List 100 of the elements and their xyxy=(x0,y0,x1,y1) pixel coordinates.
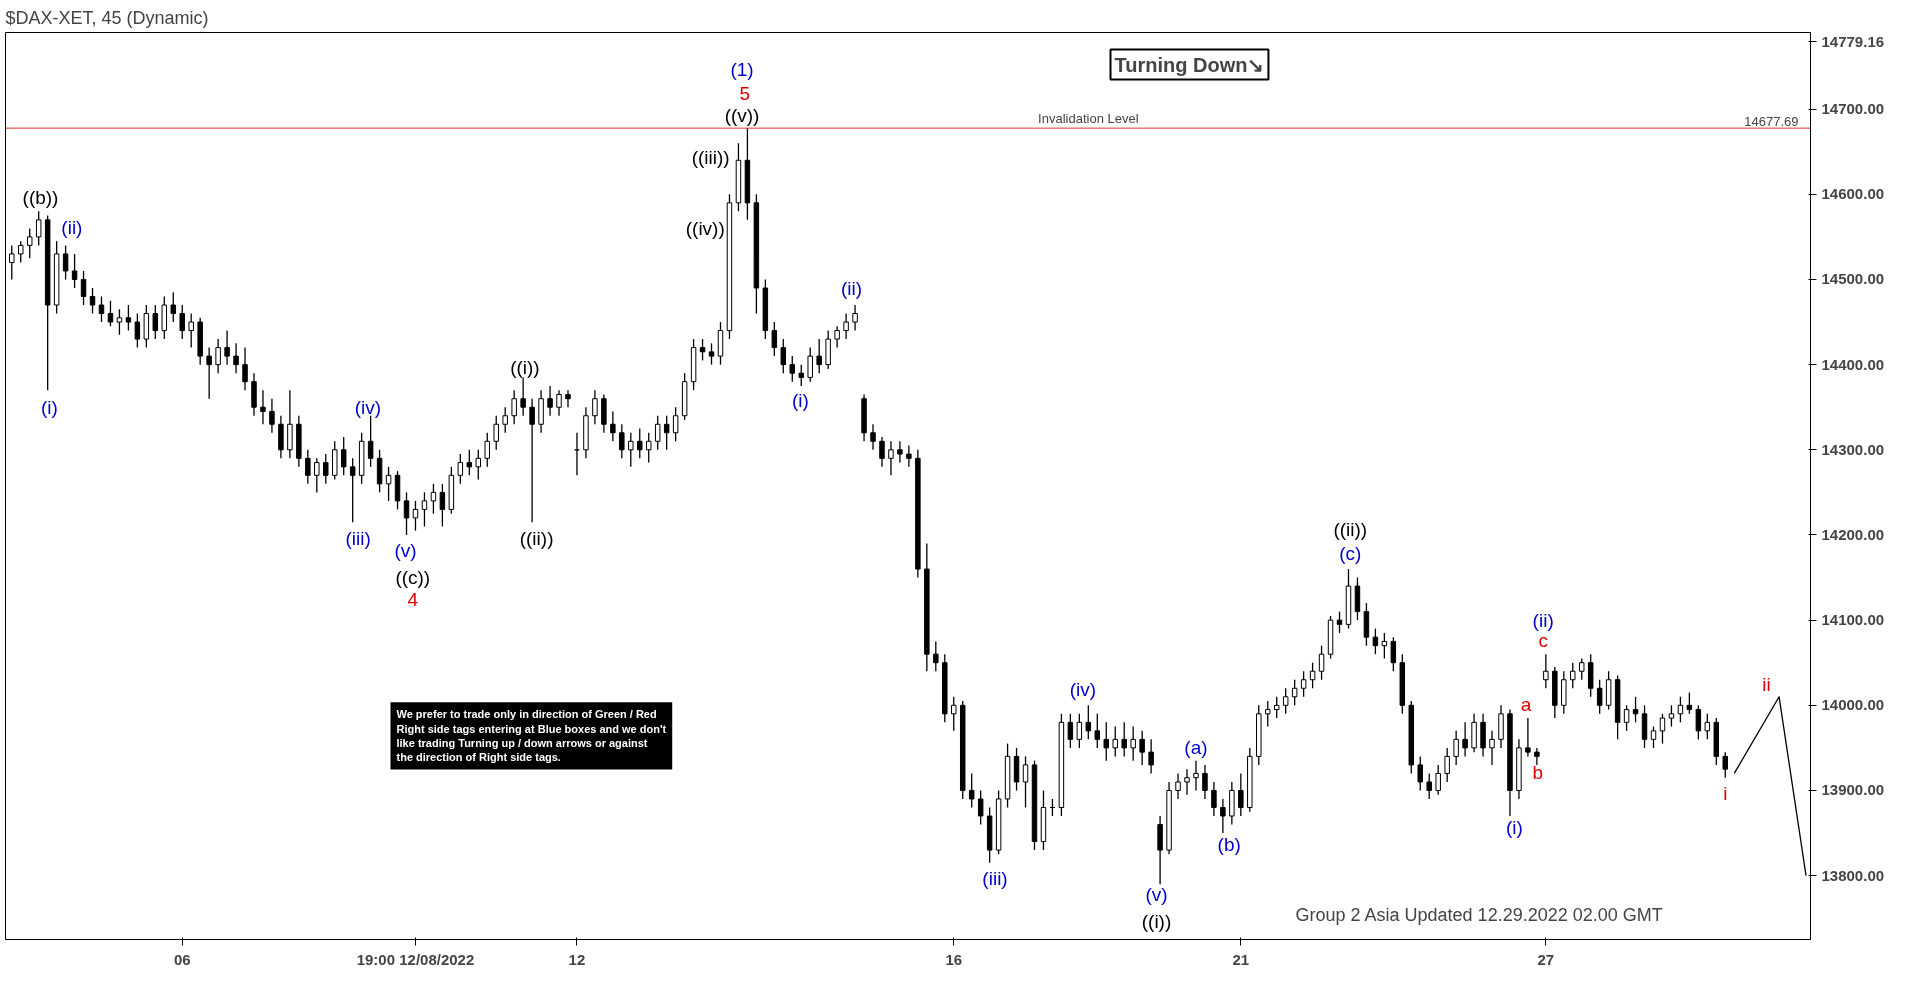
candlestick xyxy=(951,696,957,732)
x-tick-label: 19:00 12/08/2022 xyxy=(356,950,475,968)
annotation: (v) xyxy=(1145,883,1168,905)
candlestick xyxy=(242,346,248,391)
candlestick xyxy=(385,466,392,502)
candlestick xyxy=(672,406,679,442)
candlestick xyxy=(1139,730,1145,766)
annotation: 4 xyxy=(407,589,419,611)
candlestick xyxy=(1543,653,1549,689)
candlestick xyxy=(260,389,266,425)
y-tick-label: 14300.00 xyxy=(1821,440,1885,458)
candlestick xyxy=(62,244,69,281)
candlestick xyxy=(888,440,894,476)
annotation: (iv) xyxy=(354,396,382,418)
candlestick xyxy=(565,389,571,408)
annotation: (ii) xyxy=(840,278,863,300)
candlestick xyxy=(906,444,912,468)
candlestick xyxy=(502,406,508,434)
candlestick xyxy=(708,342,715,366)
candlestick xyxy=(520,376,526,417)
annotation: a xyxy=(1520,693,1532,715)
candlestick xyxy=(897,440,903,464)
x-tick-label: 27 xyxy=(1537,950,1555,968)
candlestick xyxy=(1695,704,1702,741)
candlestick xyxy=(484,432,490,468)
candlestick xyxy=(1238,772,1244,817)
candlestick xyxy=(1686,691,1693,715)
candlestick xyxy=(215,338,221,374)
annotation: 14677.69 xyxy=(1744,114,1799,130)
candlestick xyxy=(1417,755,1423,792)
candlestick xyxy=(1578,657,1585,681)
annotation: (ii) xyxy=(1532,610,1554,632)
candlestick xyxy=(1112,725,1118,758)
candlestick xyxy=(654,415,661,451)
candlestick xyxy=(1175,772,1181,800)
candlestick xyxy=(179,304,185,340)
annotation: (v) xyxy=(394,539,417,561)
candlestick xyxy=(1022,755,1029,809)
ref-line-label: Invalidation Level xyxy=(1038,111,1139,127)
candlestick xyxy=(403,491,410,536)
candlestick xyxy=(1094,713,1101,749)
y-tick-label: 13900.00 xyxy=(1821,781,1885,799)
candlestick xyxy=(1211,781,1217,817)
candlestick xyxy=(439,483,446,528)
annotation: i xyxy=(1723,782,1728,804)
candlestick xyxy=(430,483,437,515)
annotation: (i) xyxy=(791,389,809,411)
candlestick xyxy=(340,436,347,476)
candlestick xyxy=(1489,730,1495,766)
candlestick xyxy=(1570,662,1576,689)
candlestick xyxy=(116,308,123,336)
candlestick xyxy=(98,295,105,323)
candlestick xyxy=(834,325,840,349)
annotation: (i) xyxy=(41,396,58,418)
candlestick xyxy=(80,270,87,306)
candlestick xyxy=(807,346,813,383)
candlestick xyxy=(1300,670,1307,698)
candlestick xyxy=(1273,696,1280,719)
candlestick xyxy=(968,772,975,809)
y-tick-label: 14400.00 xyxy=(1821,355,1885,373)
candlestick xyxy=(977,789,984,826)
x-tick-label: 12 xyxy=(568,950,586,968)
candlestick xyxy=(35,210,42,247)
annotation: (iii) xyxy=(345,527,371,549)
y-tick-label: 14779.16 xyxy=(1821,32,1885,50)
annotation: ((i)) xyxy=(510,356,540,378)
annotation: 5 xyxy=(739,83,751,105)
candlestick xyxy=(466,449,473,476)
candlestick xyxy=(1193,760,1199,792)
candlestick xyxy=(1426,772,1432,800)
y-tick-label: 13800.00 xyxy=(1821,866,1885,884)
candlestick xyxy=(879,436,885,468)
candlestick xyxy=(1462,721,1468,758)
candlestick xyxy=(1435,764,1441,796)
candlestick xyxy=(314,457,320,494)
candlestick xyxy=(1453,730,1459,766)
candlestick xyxy=(18,240,24,264)
annotation: (ii) xyxy=(61,217,83,239)
candlestick xyxy=(843,312,849,340)
candlestick xyxy=(592,389,598,425)
candlestick xyxy=(475,449,482,481)
candlestick xyxy=(1148,738,1154,775)
candlestick xyxy=(188,312,194,349)
y-tick-label: 14000.00 xyxy=(1821,696,1885,714)
candlestick xyxy=(1202,764,1208,800)
y-tick-label: 14600.00 xyxy=(1821,185,1885,203)
candlestick xyxy=(170,291,176,323)
annotation: Turning Down↘ xyxy=(1114,53,1265,76)
annotation: ((i)) xyxy=(1141,911,1172,933)
annotation: b xyxy=(1532,762,1544,784)
candlestick xyxy=(1525,717,1531,758)
candlestick xyxy=(816,338,822,374)
candlestick xyxy=(134,312,141,349)
y-tick-label: 14500.00 xyxy=(1821,270,1885,288)
candlestick xyxy=(323,453,329,485)
candlestick xyxy=(637,427,643,459)
candlestick xyxy=(224,329,230,366)
candlestick xyxy=(1534,747,1540,766)
candlestick xyxy=(1596,679,1603,715)
annotation: Group 2 Asia Updated 12.29.2022 02.00 GMT xyxy=(1295,904,1663,925)
